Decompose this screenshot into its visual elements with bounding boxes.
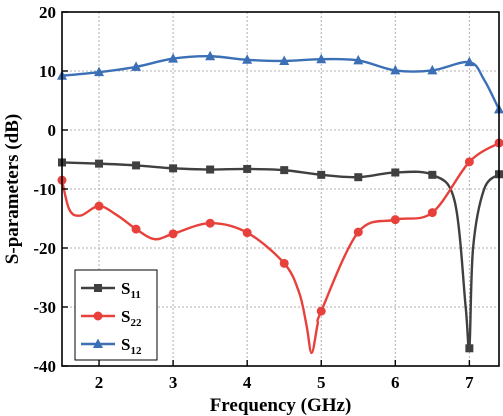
x-tick-label: 5: [317, 373, 326, 392]
series-s11-point: [428, 170, 437, 179]
series-s22-point: [94, 201, 104, 211]
series-s22-point: [279, 258, 289, 268]
series-s11-point: [95, 159, 104, 168]
legend-s22-marker: [93, 311, 103, 321]
legend-s11-label-sub: 11: [130, 289, 140, 301]
x-tick-label: 3: [169, 373, 178, 392]
legend-s22-label-sub: 22: [130, 317, 142, 329]
legend-s11-label-main: S: [121, 279, 130, 298]
y-tick-label: -20: [33, 239, 56, 258]
legend-s22-label-main: S: [121, 307, 130, 326]
series-s12-point: [464, 56, 475, 67]
y-tick-label: -30: [33, 298, 56, 317]
axis-ticks: [62, 11, 471, 367]
legend-s12-label-sub: 12: [130, 345, 142, 357]
series-s12-point: [316, 53, 327, 64]
series-s11-point: [317, 170, 326, 179]
x-tick-label: 7: [465, 373, 474, 392]
y-tick-label: -40: [33, 357, 56, 376]
series-s12-point: [131, 61, 142, 71]
y-tick-label: 20: [39, 3, 56, 22]
series-s11-point: [465, 344, 474, 353]
series-s22-point: [131, 224, 141, 234]
series-s22-point: [168, 229, 178, 239]
legend-s11-marker: [94, 284, 102, 292]
y-tick-label: 10: [39, 62, 56, 81]
legend-s12-marker: [93, 338, 103, 348]
x-tick-label: 2: [95, 373, 104, 392]
y-axis-label: S-parameters (dB): [2, 114, 23, 264]
series-layer: [57, 50, 503, 355]
series-s12-point: [279, 55, 290, 65]
series-s12-point: [168, 53, 179, 63]
y-tick-label: -10: [33, 180, 56, 199]
series-s12-point: [353, 54, 364, 65]
x-axis-label: Frequency (GHz): [210, 395, 352, 416]
series-s12-point: [427, 64, 438, 75]
series-s12-point: [390, 64, 401, 75]
series-s22-point: [205, 218, 215, 228]
tick-labels: 2 3 4 5 6 7 -40 -30 -20 -10 0 10 20: [33, 3, 474, 392]
series-s11-point: [354, 173, 363, 182]
legend-s12-label-main: S: [121, 335, 130, 354]
legend-s11-label: S11: [121, 279, 141, 301]
series-s11-point: [206, 165, 215, 174]
series-s11-point: [280, 166, 289, 175]
series-s11-point: [169, 164, 178, 173]
x-tick-label: 4: [243, 373, 252, 392]
series-s22-point: [353, 227, 363, 237]
series-s22-point: [390, 215, 400, 225]
x-tick-label: 6: [391, 373, 400, 392]
series-s22-point: [316, 306, 326, 316]
series-s12-point: [94, 66, 105, 77]
y-tick-label: 0: [48, 121, 57, 140]
series-s12-point: [242, 54, 253, 64]
series-s12-point: [205, 50, 216, 61]
series-s11-line: [61, 161, 500, 352]
series-s22-point: [242, 228, 252, 238]
series-s11-point: [132, 161, 141, 170]
legend-s22-label: S22: [121, 307, 142, 329]
series-s11-point: [391, 168, 400, 177]
series-s12: [57, 50, 503, 114]
series-s22-point: [464, 157, 474, 167]
series-s22: [57, 138, 503, 355]
series-s11-point: [243, 164, 252, 173]
series-s22-point: [427, 208, 437, 218]
legend-s12-label: S12: [121, 335, 142, 357]
